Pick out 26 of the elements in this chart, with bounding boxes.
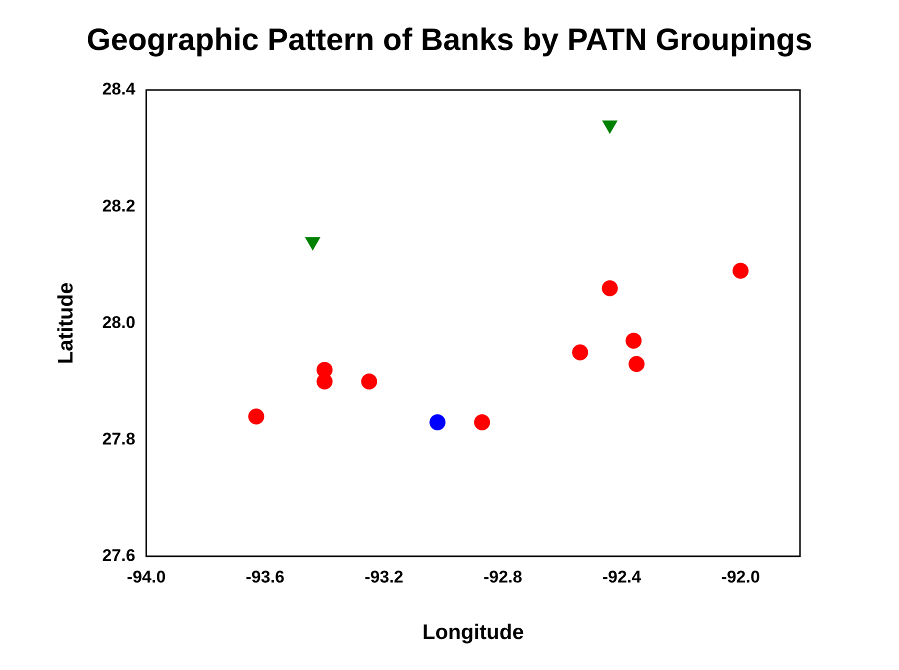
x-tick-label: -93.6 bbox=[246, 567, 285, 586]
y-tick-label: 28.4 bbox=[102, 80, 136, 99]
chart-title: Geographic Pattern of Banks by PATN Groupings bbox=[86, 22, 814, 58]
point bbox=[248, 408, 264, 424]
point bbox=[429, 414, 446, 430]
y-axis-title: Latitude bbox=[54, 282, 78, 364]
point bbox=[572, 344, 588, 360]
point bbox=[628, 356, 645, 372]
y-tick-label: 27.8 bbox=[102, 429, 136, 448]
point bbox=[602, 280, 618, 296]
y-tick-label: 28.2 bbox=[102, 196, 136, 216]
x-tick-label: -93.2 bbox=[364, 567, 404, 586]
y-tick-label: 28.0 bbox=[102, 312, 136, 332]
point bbox=[602, 120, 618, 134]
x-tick-label: -92.4 bbox=[602, 567, 642, 586]
point bbox=[304, 237, 320, 251]
point bbox=[361, 374, 378, 390]
x-axis-title: Longitude bbox=[422, 621, 524, 644]
point bbox=[316, 374, 333, 390]
y-tick-label: 27.6 bbox=[102, 546, 136, 566]
point bbox=[626, 332, 642, 349]
x-tick-label: -94.0 bbox=[126, 567, 166, 586]
point bbox=[732, 262, 749, 279]
point bbox=[474, 414, 490, 430]
x-tick-label: -92.8 bbox=[483, 567, 522, 586]
x-tick-label: -92.0 bbox=[721, 567, 760, 586]
